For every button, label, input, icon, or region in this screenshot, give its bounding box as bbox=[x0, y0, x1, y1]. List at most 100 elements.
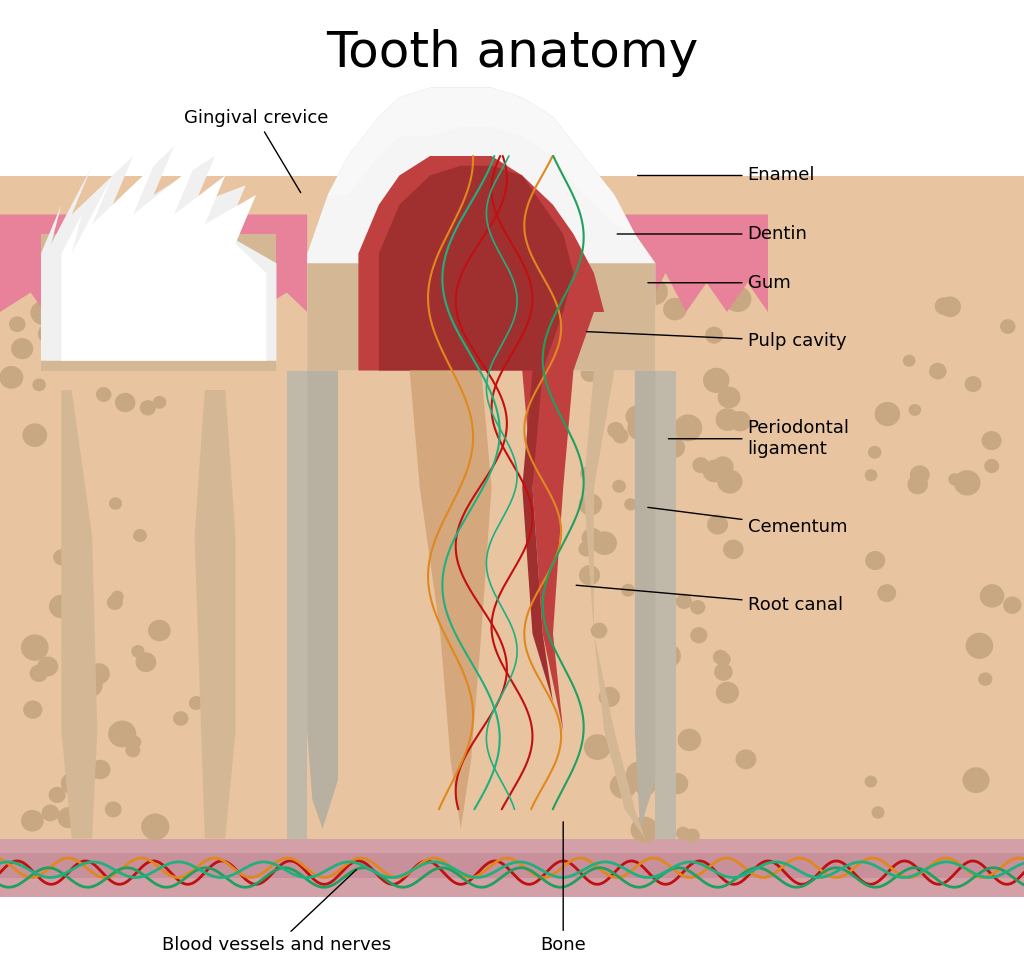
Circle shape bbox=[77, 673, 102, 697]
Polygon shape bbox=[307, 88, 655, 263]
Text: Root canal: Root canal bbox=[577, 585, 843, 613]
Circle shape bbox=[724, 286, 752, 312]
Circle shape bbox=[628, 415, 654, 441]
Circle shape bbox=[0, 366, 24, 389]
Circle shape bbox=[115, 393, 135, 412]
Circle shape bbox=[963, 767, 989, 793]
Circle shape bbox=[582, 527, 603, 548]
Circle shape bbox=[11, 338, 33, 359]
Circle shape bbox=[9, 317, 26, 332]
Circle shape bbox=[868, 446, 882, 458]
Circle shape bbox=[61, 538, 88, 564]
Circle shape bbox=[133, 529, 146, 542]
Circle shape bbox=[173, 711, 188, 725]
Polygon shape bbox=[0, 838, 1024, 897]
Circle shape bbox=[188, 696, 204, 710]
Circle shape bbox=[584, 734, 611, 760]
Circle shape bbox=[978, 673, 992, 685]
Polygon shape bbox=[410, 370, 492, 829]
Circle shape bbox=[31, 300, 56, 325]
Circle shape bbox=[102, 273, 119, 289]
Circle shape bbox=[716, 652, 731, 667]
Circle shape bbox=[106, 595, 123, 610]
Circle shape bbox=[965, 376, 982, 392]
Circle shape bbox=[640, 279, 668, 305]
Circle shape bbox=[104, 801, 122, 817]
Circle shape bbox=[625, 498, 637, 511]
Text: Gum: Gum bbox=[648, 274, 791, 292]
Circle shape bbox=[663, 436, 685, 458]
Polygon shape bbox=[655, 370, 676, 838]
Circle shape bbox=[205, 395, 220, 409]
Circle shape bbox=[984, 459, 999, 473]
Circle shape bbox=[57, 807, 80, 828]
Circle shape bbox=[939, 296, 961, 317]
Circle shape bbox=[141, 813, 169, 840]
Circle shape bbox=[655, 644, 681, 668]
Circle shape bbox=[60, 772, 84, 795]
Circle shape bbox=[655, 502, 676, 522]
Circle shape bbox=[71, 276, 98, 302]
Polygon shape bbox=[195, 390, 236, 838]
Circle shape bbox=[678, 728, 701, 751]
Polygon shape bbox=[379, 166, 573, 702]
Circle shape bbox=[148, 620, 171, 642]
Text: Blood vessels and nerves: Blood vessels and nerves bbox=[162, 870, 391, 954]
Polygon shape bbox=[358, 156, 604, 809]
Text: Bone: Bone bbox=[541, 822, 586, 954]
Circle shape bbox=[910, 465, 930, 485]
Circle shape bbox=[674, 414, 702, 442]
Circle shape bbox=[71, 760, 97, 786]
Circle shape bbox=[626, 406, 648, 427]
Circle shape bbox=[708, 515, 728, 534]
Circle shape bbox=[865, 551, 885, 570]
Circle shape bbox=[716, 409, 739, 431]
Circle shape bbox=[131, 328, 151, 346]
Circle shape bbox=[73, 670, 94, 689]
Circle shape bbox=[864, 775, 878, 788]
Circle shape bbox=[935, 297, 953, 315]
Circle shape bbox=[713, 649, 728, 664]
Circle shape bbox=[716, 682, 739, 704]
Circle shape bbox=[729, 411, 751, 431]
Circle shape bbox=[634, 775, 656, 796]
Circle shape bbox=[191, 280, 217, 304]
Circle shape bbox=[96, 387, 112, 402]
Circle shape bbox=[172, 346, 184, 358]
Circle shape bbox=[581, 365, 599, 382]
Circle shape bbox=[966, 633, 993, 659]
Polygon shape bbox=[635, 370, 655, 829]
Circle shape bbox=[614, 280, 633, 297]
Circle shape bbox=[65, 533, 88, 557]
Circle shape bbox=[735, 750, 757, 769]
Circle shape bbox=[676, 594, 692, 609]
Circle shape bbox=[666, 773, 688, 795]
Polygon shape bbox=[61, 390, 97, 838]
Polygon shape bbox=[287, 370, 307, 838]
Text: Periodontal
ligament: Periodontal ligament bbox=[669, 419, 850, 458]
Circle shape bbox=[591, 623, 607, 639]
Circle shape bbox=[640, 302, 654, 316]
Circle shape bbox=[38, 324, 59, 344]
Circle shape bbox=[23, 423, 47, 447]
Polygon shape bbox=[41, 234, 276, 370]
Circle shape bbox=[717, 470, 742, 493]
Circle shape bbox=[30, 665, 48, 682]
Polygon shape bbox=[41, 146, 276, 361]
Circle shape bbox=[580, 466, 595, 481]
Polygon shape bbox=[0, 176, 1024, 858]
Circle shape bbox=[125, 743, 140, 758]
Text: Tooth anatomy: Tooth anatomy bbox=[326, 29, 698, 77]
Circle shape bbox=[723, 539, 743, 559]
Circle shape bbox=[874, 402, 900, 426]
Circle shape bbox=[33, 378, 46, 391]
Polygon shape bbox=[328, 88, 635, 234]
Polygon shape bbox=[307, 88, 655, 371]
Circle shape bbox=[610, 773, 637, 799]
Circle shape bbox=[690, 600, 706, 614]
Circle shape bbox=[111, 591, 124, 603]
Circle shape bbox=[676, 827, 690, 839]
Circle shape bbox=[574, 282, 601, 306]
Circle shape bbox=[631, 817, 658, 842]
Circle shape bbox=[953, 470, 981, 495]
